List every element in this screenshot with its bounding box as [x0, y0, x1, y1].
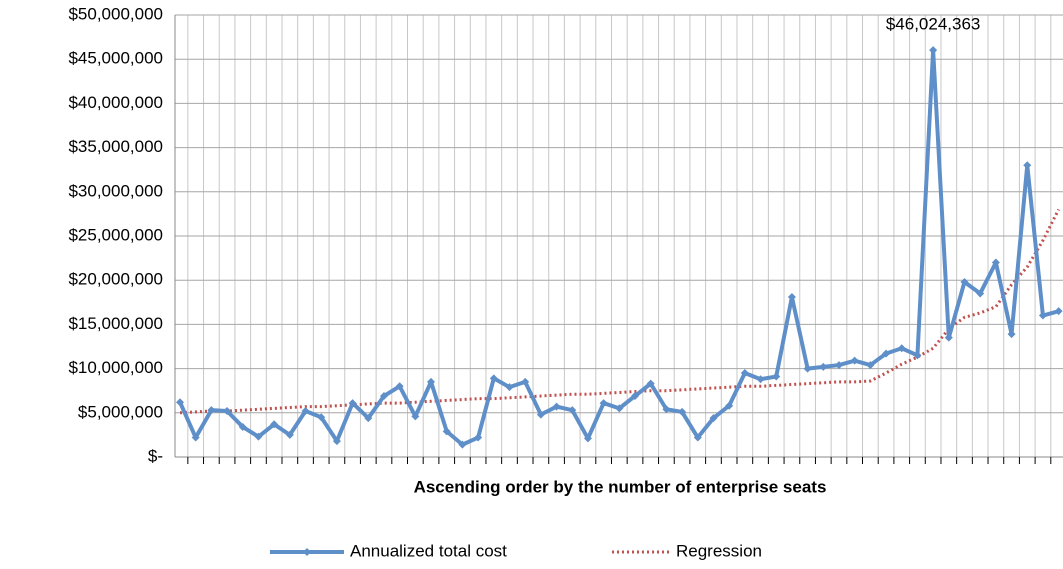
point-marker — [803, 364, 812, 373]
point-marker — [238, 422, 247, 431]
point-marker — [474, 433, 483, 442]
point-marker — [709, 414, 718, 423]
y-tick-label: $50,000,000 — [68, 4, 163, 23]
y-tick-label: $15,000,000 — [68, 314, 163, 333]
legend-label: Annualized total cost — [350, 541, 507, 560]
point-marker — [301, 407, 310, 416]
point-marker — [1023, 161, 1032, 170]
point-marker — [411, 412, 420, 421]
point-marker — [662, 405, 671, 414]
point-marker — [866, 361, 875, 370]
point-marker — [521, 377, 530, 386]
point-marker — [176, 398, 184, 407]
point-marker — [1038, 311, 1047, 320]
point-marker — [991, 258, 1000, 267]
point-marker — [787, 292, 796, 301]
point-marker — [882, 349, 891, 358]
y-tick-label: $- — [148, 446, 163, 465]
point-marker — [756, 375, 765, 384]
point-marker — [505, 383, 514, 392]
point-marker — [693, 433, 702, 442]
point-marker — [332, 437, 341, 446]
point-marker — [207, 406, 216, 415]
y-tick-label: $20,000,000 — [68, 270, 163, 289]
point-marker — [489, 374, 498, 383]
point-marker — [458, 440, 467, 449]
point-marker — [631, 392, 640, 401]
y-tick-label: $45,000,000 — [68, 49, 163, 68]
point-marker — [615, 404, 624, 413]
y-tick-label: $5,000,000 — [78, 402, 163, 421]
point-marker — [678, 407, 687, 416]
point-marker — [897, 344, 906, 353]
y-tick-label: $25,000,000 — [68, 225, 163, 244]
series-line — [179, 208, 1060, 415]
point-marker — [552, 402, 561, 411]
y-tick-label: $10,000,000 — [68, 358, 163, 377]
series-line — [178, 48, 1060, 447]
point-marker — [348, 399, 357, 408]
point-marker — [254, 432, 263, 441]
x-axis-label: Ascending order by the number of enterpr… — [414, 477, 827, 496]
point-marker — [976, 289, 985, 298]
point-marker — [191, 433, 200, 442]
y-tick-label: $40,000,000 — [68, 93, 163, 112]
point-marker — [850, 356, 859, 365]
point-marker — [725, 401, 734, 410]
point-marker — [913, 351, 922, 360]
point-marker — [568, 406, 577, 415]
point-marker — [442, 427, 451, 436]
point-marker — [944, 333, 953, 342]
data-label: $46,024,363 — [886, 15, 981, 34]
legend-marker — [303, 548, 311, 556]
point-marker — [536, 410, 545, 419]
y-tick-label: $30,000,000 — [68, 181, 163, 200]
point-marker — [1054, 307, 1063, 316]
point-marker — [960, 277, 969, 286]
point-marker — [772, 372, 781, 381]
point-marker — [929, 46, 938, 55]
point-marker — [223, 407, 232, 416]
point-marker — [395, 382, 404, 391]
point-marker — [270, 420, 279, 429]
point-marker — [379, 392, 388, 401]
point-marker — [427, 377, 436, 386]
point-marker — [834, 361, 843, 370]
point-marker — [599, 399, 608, 408]
point-marker — [646, 379, 655, 388]
point-marker — [819, 362, 828, 371]
point-marker — [364, 414, 373, 423]
point-marker — [1007, 330, 1016, 339]
point-marker — [317, 413, 326, 422]
legend-label: Regression — [676, 541, 762, 560]
point-marker — [740, 369, 749, 378]
point-marker — [583, 434, 592, 443]
point-marker — [285, 430, 294, 439]
y-tick-label: $35,000,000 — [68, 137, 163, 156]
